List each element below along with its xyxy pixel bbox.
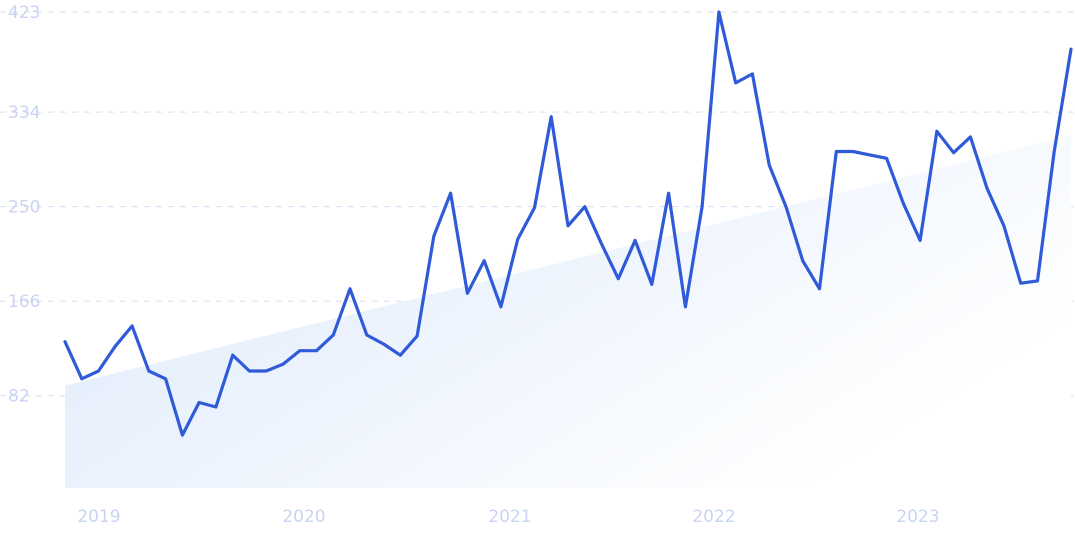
x-axis-ticks: 2019 2020 2021 2022 2023 — [77, 507, 939, 527]
y-tick-label: 423 — [8, 3, 40, 23]
x-tick-label: 2021 — [488, 507, 531, 527]
y-tick-label: 250 — [8, 198, 40, 218]
y-axis-ticks: 82 166 250 334 423 — [8, 3, 40, 407]
x-tick-label: 2020 — [282, 507, 325, 527]
x-tick-label: 2022 — [692, 507, 735, 527]
y-tick-label: 166 — [8, 292, 40, 312]
x-tick-label: 2023 — [896, 507, 939, 527]
trend-area — [65, 135, 1071, 488]
y-tick-label: 334 — [8, 103, 40, 123]
series-line — [63, 10, 1073, 437]
x-tick-label: 2019 — [77, 507, 120, 527]
y-tick-label: 82 — [8, 387, 30, 407]
